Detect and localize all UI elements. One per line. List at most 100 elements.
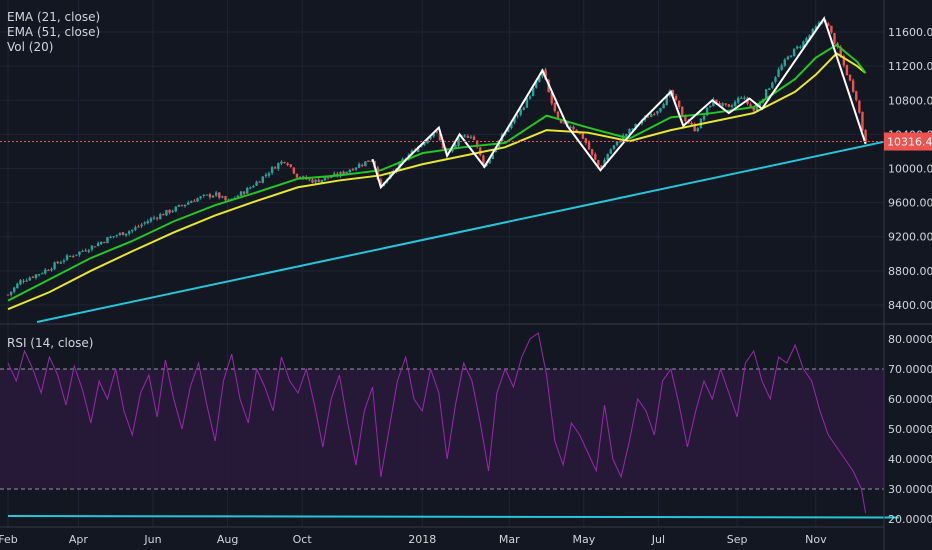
candle — [367, 160, 370, 162]
candle — [600, 165, 603, 168]
candle — [833, 33, 836, 44]
candle — [50, 268, 53, 271]
candle — [311, 179, 314, 183]
candle — [246, 187, 249, 194]
rsi-legend-label[interactable]: RSI (14, close) — [7, 336, 94, 350]
time-tick-label: Aug — [217, 533, 238, 546]
candle — [681, 106, 684, 117]
candle — [190, 201, 193, 203]
candles — [6, 19, 867, 297]
time-axis[interactable]: Feb Apr Jun Aug Oct 2018 Mar May Jul Sep Nov — [0, 533, 827, 546]
candle — [653, 114, 656, 116]
candle — [562, 122, 566, 124]
candle — [205, 194, 209, 196]
candle — [740, 97, 743, 99]
rsi-axis[interactable]: 20.0000 30.0000 40.0000 50.0000 60.0000 70.00… — [888, 333, 932, 526]
candle — [559, 119, 563, 123]
candle — [454, 144, 457, 148]
rsi-tick-label: 20.0000 — [888, 513, 932, 526]
candle — [842, 56, 846, 66]
candle — [538, 76, 541, 82]
candle — [522, 107, 525, 110]
candle — [864, 130, 867, 144]
candle — [224, 196, 227, 201]
candle — [780, 65, 783, 70]
candle — [323, 177, 327, 181]
price-tick-label: 11200.00 — [888, 60, 932, 73]
candle — [702, 115, 706, 120]
candle — [211, 195, 215, 198]
candle — [354, 167, 358, 170]
candle — [603, 159, 606, 168]
candle — [301, 176, 305, 179]
candle — [258, 181, 261, 183]
candle — [622, 135, 625, 142]
candle — [37, 274, 41, 276]
current-price-label: 10316.45 — [884, 132, 932, 151]
candle — [438, 133, 442, 141]
candle — [625, 133, 628, 137]
ema21-legend[interactable]: EMA (21, close) — [7, 10, 101, 24]
candle — [519, 109, 522, 115]
rsi-line — [7, 332, 867, 514]
candle — [34, 274, 38, 278]
candle — [292, 167, 296, 174]
candle — [525, 98, 529, 108]
candle — [550, 92, 553, 104]
candle — [370, 160, 373, 162]
price-axis[interactable]: 8400.008800.009200.009600.0010000.001040… — [888, 26, 932, 312]
rsi-tick-label: 60.0000 — [888, 393, 932, 406]
candle — [572, 126, 575, 130]
candle — [634, 123, 637, 129]
candle — [771, 82, 774, 88]
candle — [724, 103, 727, 105]
candle — [684, 116, 687, 122]
candle — [792, 48, 796, 57]
candle — [131, 229, 134, 232]
candle — [507, 127, 510, 132]
candle — [264, 174, 268, 177]
candle — [401, 159, 404, 162]
zigzag-pattern-line[interactable] — [371, 16, 867, 190]
candle — [463, 135, 466, 137]
candle — [40, 273, 44, 275]
candle — [283, 162, 286, 164]
candle — [783, 59, 786, 66]
candle — [124, 233, 128, 236]
candle — [426, 138, 429, 144]
rsi-tick-label: 40.0000 — [888, 453, 932, 466]
candle — [556, 111, 560, 119]
candle — [628, 129, 631, 134]
candle — [743, 97, 746, 99]
time-tick-label: Mar — [499, 533, 520, 546]
candle — [196, 198, 199, 202]
rsi-trendline[interactable] — [7, 515, 899, 519]
candle — [553, 102, 557, 112]
candle — [830, 25, 833, 33]
candle — [143, 222, 146, 224]
candle — [733, 101, 737, 106]
candle — [848, 74, 852, 81]
candle — [472, 136, 476, 140]
candle — [165, 210, 168, 216]
candle — [432, 132, 435, 137]
candle — [314, 179, 317, 183]
candle — [656, 111, 659, 114]
candle — [59, 262, 63, 264]
candle — [249, 187, 252, 189]
time-tick-label: May — [572, 533, 595, 546]
candle — [516, 115, 519, 117]
candle — [597, 160, 600, 166]
price-trendline[interactable] — [36, 137, 899, 323]
price-tick-label: 8800.00 — [888, 265, 932, 278]
candle — [528, 96, 532, 99]
ema51-legend[interactable]: EMA (51, close) — [7, 25, 101, 39]
candle — [62, 260, 66, 262]
vol-legend[interactable]: Vol (20) — [7, 40, 54, 54]
time-tick-label: Feb — [0, 533, 18, 546]
candle — [75, 254, 78, 256]
candle — [606, 154, 609, 160]
candle — [578, 133, 581, 135]
current-price-label-bg — [884, 132, 932, 151]
